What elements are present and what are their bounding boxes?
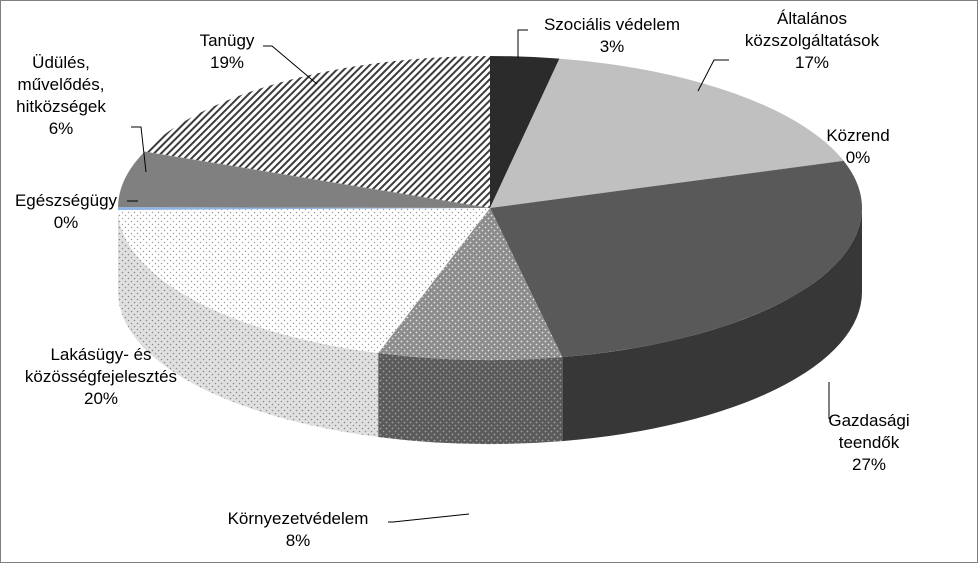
leader-line-üdülés-művelődés-hitközségek bbox=[131, 126, 147, 173]
data-label-lakásügy-és-közösségfejelesztés: Lakásügy- és közösségfejelesztés 20% bbox=[25, 345, 177, 408]
data-label-tanügy: Tanügy 19% bbox=[200, 31, 255, 72]
pie-slice-általános-közszolgáltatások bbox=[490, 58, 844, 208]
pie-slice-környezetvédelem bbox=[378, 208, 563, 360]
data-label-name: Gazdasági bbox=[828, 411, 909, 430]
data-label-name: közszolgáltatások bbox=[745, 31, 880, 50]
leader-line-szociális-védelem bbox=[517, 29, 528, 58]
leader-lines bbox=[127, 29, 830, 523]
data-label-name: művelődés, bbox=[18, 75, 105, 94]
pie-slice-lakásügy-és-közösségfejelesztés bbox=[118, 208, 490, 353]
data-label-name: Lakásügy- és bbox=[50, 345, 151, 364]
data-label-percent: 27% bbox=[852, 455, 886, 474]
pie-tops bbox=[118, 56, 863, 360]
pie-side-gazdasági-teendők bbox=[562, 208, 862, 442]
data-label-percent: 6% bbox=[49, 119, 74, 138]
data-label-közrend: Közrend 0% bbox=[826, 126, 889, 167]
pie-slice-üdülés-művelődés-hitközségek bbox=[118, 151, 490, 208]
data-label-name: Általános bbox=[777, 9, 847, 28]
data-labels: Szociális védelem 3% Általános közszolgálta… bbox=[15, 9, 910, 550]
data-label-name: közösségfejelesztés bbox=[25, 367, 177, 386]
data-label-name: Környezetvédelem bbox=[228, 509, 369, 528]
pie-slice-szociális-védelem bbox=[490, 56, 560, 208]
data-label-környezetvédelem: Környezetvédelem 8% bbox=[228, 509, 369, 550]
data-label-name: hitközségek bbox=[16, 97, 106, 116]
data-label-name: Szociális védelem bbox=[544, 15, 680, 34]
pie-slice-közrend bbox=[490, 160, 844, 208]
data-label-percent: 0% bbox=[54, 213, 79, 232]
data-label-name: teendők bbox=[839, 433, 900, 452]
data-label-name: Közrend bbox=[826, 126, 889, 145]
pie-side-környezetvédelem bbox=[378, 352, 563, 444]
leader-line-környezetvédelem bbox=[388, 513, 470, 523]
data-label-szociális-védelem: Szociális védelem 3% bbox=[544, 15, 680, 56]
data-label-percent: 8% bbox=[286, 531, 311, 550]
pie-side-lakásügy-és-közösségfejelesztés bbox=[118, 210, 379, 437]
data-label-percent: 17% bbox=[795, 53, 829, 72]
data-label-gazdasági-teendők: Gazdasági teendők 27% bbox=[828, 411, 909, 474]
pie-slice-egészségügy bbox=[118, 207, 491, 211]
pie-sides bbox=[118, 208, 862, 444]
pie-slice-tanügy bbox=[144, 56, 490, 208]
data-label-name: Egészségügy bbox=[15, 191, 118, 210]
data-label-egészségügy: Egészségügy 0% bbox=[15, 191, 118, 232]
data-label-percent: 20% bbox=[84, 389, 118, 408]
data-label-percent: 0% bbox=[846, 148, 871, 167]
data-label-általános-közszolgáltatások: Általános közszolgáltatások 17% bbox=[745, 9, 880, 72]
data-label-name: Üdülés, bbox=[32, 53, 90, 72]
leader-line-tanügy bbox=[263, 45, 318, 85]
data-label-üdülés-művelődés-hitközségek: Üdülés, művelődés, hitközségek 6% bbox=[16, 53, 106, 138]
leader-line-általános-közszolgáltatások bbox=[697, 59, 729, 92]
data-label-percent: 3% bbox=[600, 37, 625, 56]
pie-slice-gazdasági-teendők bbox=[490, 160, 863, 358]
data-label-percent: 19% bbox=[210, 53, 244, 72]
data-label-name: Tanügy bbox=[200, 31, 255, 50]
